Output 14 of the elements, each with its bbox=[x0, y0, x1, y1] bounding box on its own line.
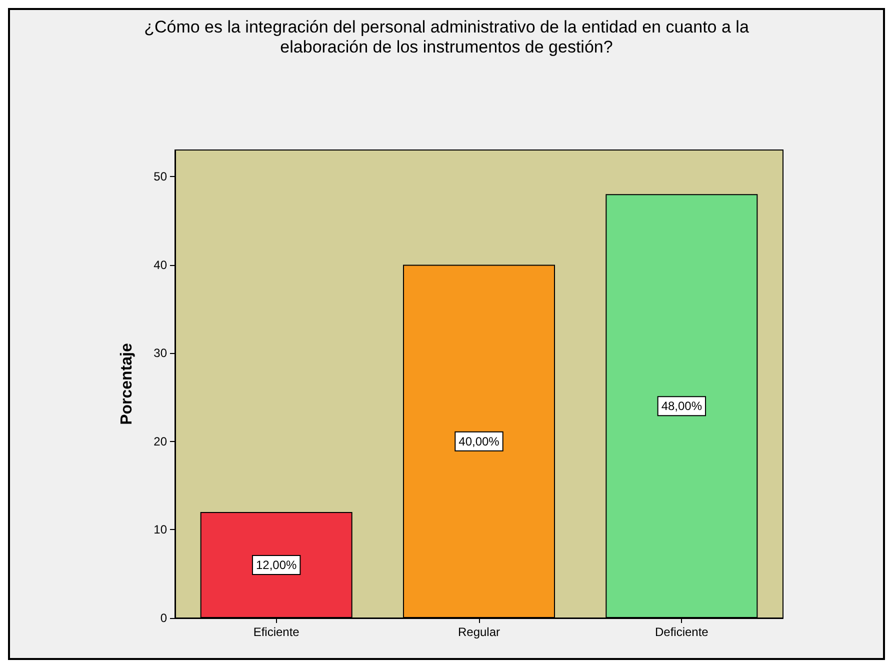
y-tick-label: 50 bbox=[154, 169, 168, 184]
x-tick-label: Deficiente bbox=[654, 625, 709, 639]
chart-title: ¿Cómo es la integración del personal administrativo de la entidad en cuanto a la elaboración de los instrumentos de gestión? bbox=[144, 18, 750, 56]
y-tick-label: 10 bbox=[154, 522, 168, 537]
y-tick-label: 30 bbox=[154, 346, 168, 360]
x-tick-label: Regular bbox=[458, 625, 500, 639]
x-tick-label: Eficiente bbox=[253, 625, 300, 639]
y-axis-title: Porcentaje bbox=[118, 342, 136, 425]
data-label: 48,00% bbox=[661, 399, 702, 414]
data-label: 12,00% bbox=[256, 558, 298, 572]
data-label: 40,00% bbox=[458, 434, 500, 448]
y-tick-label: 40 bbox=[154, 258, 168, 272]
y-tick-label: 20 bbox=[154, 434, 168, 448]
y-tick-label: 0 bbox=[160, 611, 168, 625]
